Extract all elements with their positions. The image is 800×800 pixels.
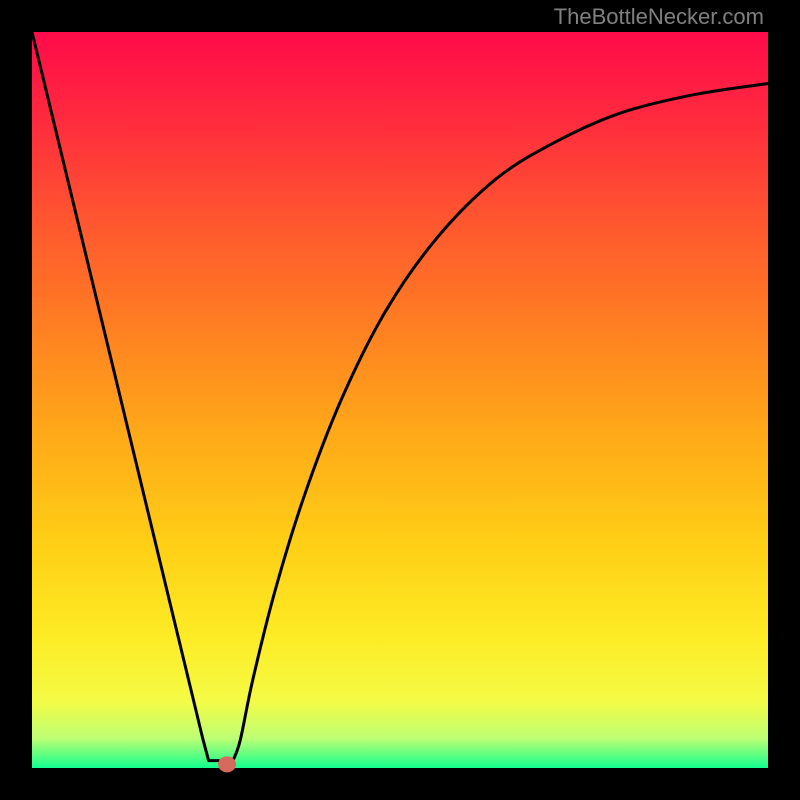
plot-area (32, 32, 768, 768)
watermark-text: TheBottleNecker.com (554, 4, 764, 30)
chart-frame: TheBottleNecker.com (0, 0, 800, 800)
